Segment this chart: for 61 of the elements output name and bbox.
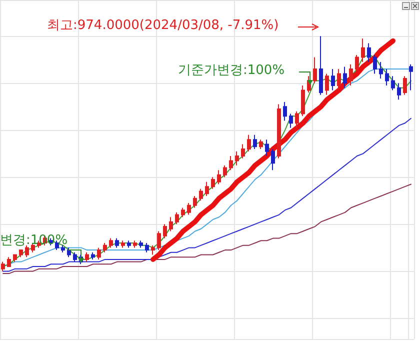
candlestick bbox=[331, 68, 335, 91]
candlestick bbox=[217, 170, 221, 185]
candlestick bbox=[139, 240, 143, 248]
candlestick bbox=[127, 240, 131, 248]
candlestick bbox=[115, 238, 119, 248]
candlestick bbox=[265, 139, 269, 157]
candlestick bbox=[295, 110, 299, 128]
candlestick bbox=[373, 54, 377, 74]
text: 최고:974.0000(2024/03/08, -7.91%) bbox=[47, 18, 279, 33]
candlestick bbox=[181, 207, 185, 218]
candlestick bbox=[277, 104, 281, 159]
candlestick bbox=[1, 261, 5, 272]
candlestick bbox=[103, 242, 107, 253]
candlestick bbox=[289, 113, 293, 128]
candlestick bbox=[301, 85, 305, 117]
candlestick bbox=[145, 242, 149, 253]
candlestick bbox=[343, 66, 347, 88]
candlestick bbox=[403, 76, 407, 96]
candlestick bbox=[385, 68, 389, 86]
candlestick bbox=[337, 68, 341, 91]
annotation: 기준가변경:100% bbox=[178, 63, 285, 78]
candlestick bbox=[121, 240, 125, 248]
candlestick bbox=[205, 181, 209, 196]
candlestick bbox=[25, 244, 29, 258]
candlestick bbox=[325, 73, 329, 96]
candlestick bbox=[319, 36, 323, 96]
candlestick bbox=[109, 238, 113, 248]
candlestick bbox=[229, 156, 233, 171]
candlestick bbox=[211, 176, 215, 190]
candlestick bbox=[133, 240, 137, 248]
candlestick bbox=[271, 148, 275, 171]
candlestick bbox=[313, 56, 317, 84]
candlestick bbox=[379, 62, 383, 79]
candlestick bbox=[235, 150, 239, 166]
candlestick bbox=[259, 139, 263, 150]
candlestick bbox=[193, 195, 197, 208]
candlestick bbox=[91, 252, 95, 260]
candlestick bbox=[247, 134, 251, 152]
candlestick bbox=[13, 254, 17, 262]
candlestick bbox=[199, 188, 203, 202]
candlestick bbox=[241, 144, 245, 159]
candlestick bbox=[175, 212, 179, 225]
candlestick bbox=[151, 244, 155, 256]
candlestick bbox=[157, 230, 161, 251]
candlestick bbox=[187, 202, 191, 216]
candlestick bbox=[169, 216, 173, 232]
candlestick bbox=[7, 256, 11, 267]
candlestick bbox=[283, 101, 287, 122]
candlestick bbox=[97, 247, 101, 260]
candlestick bbox=[163, 224, 167, 239]
candlestick bbox=[367, 42, 371, 62]
candlestick bbox=[19, 250, 23, 258]
candlestick bbox=[409, 64, 413, 91]
candlestick bbox=[349, 64, 353, 86]
candlestick bbox=[223, 164, 227, 178]
candlestick bbox=[85, 252, 89, 262]
candlestick bbox=[397, 82, 401, 100]
candlestick bbox=[361, 38, 365, 62]
candlestick bbox=[391, 76, 395, 91]
candlestick bbox=[253, 134, 257, 150]
candlestick bbox=[355, 54, 359, 72]
